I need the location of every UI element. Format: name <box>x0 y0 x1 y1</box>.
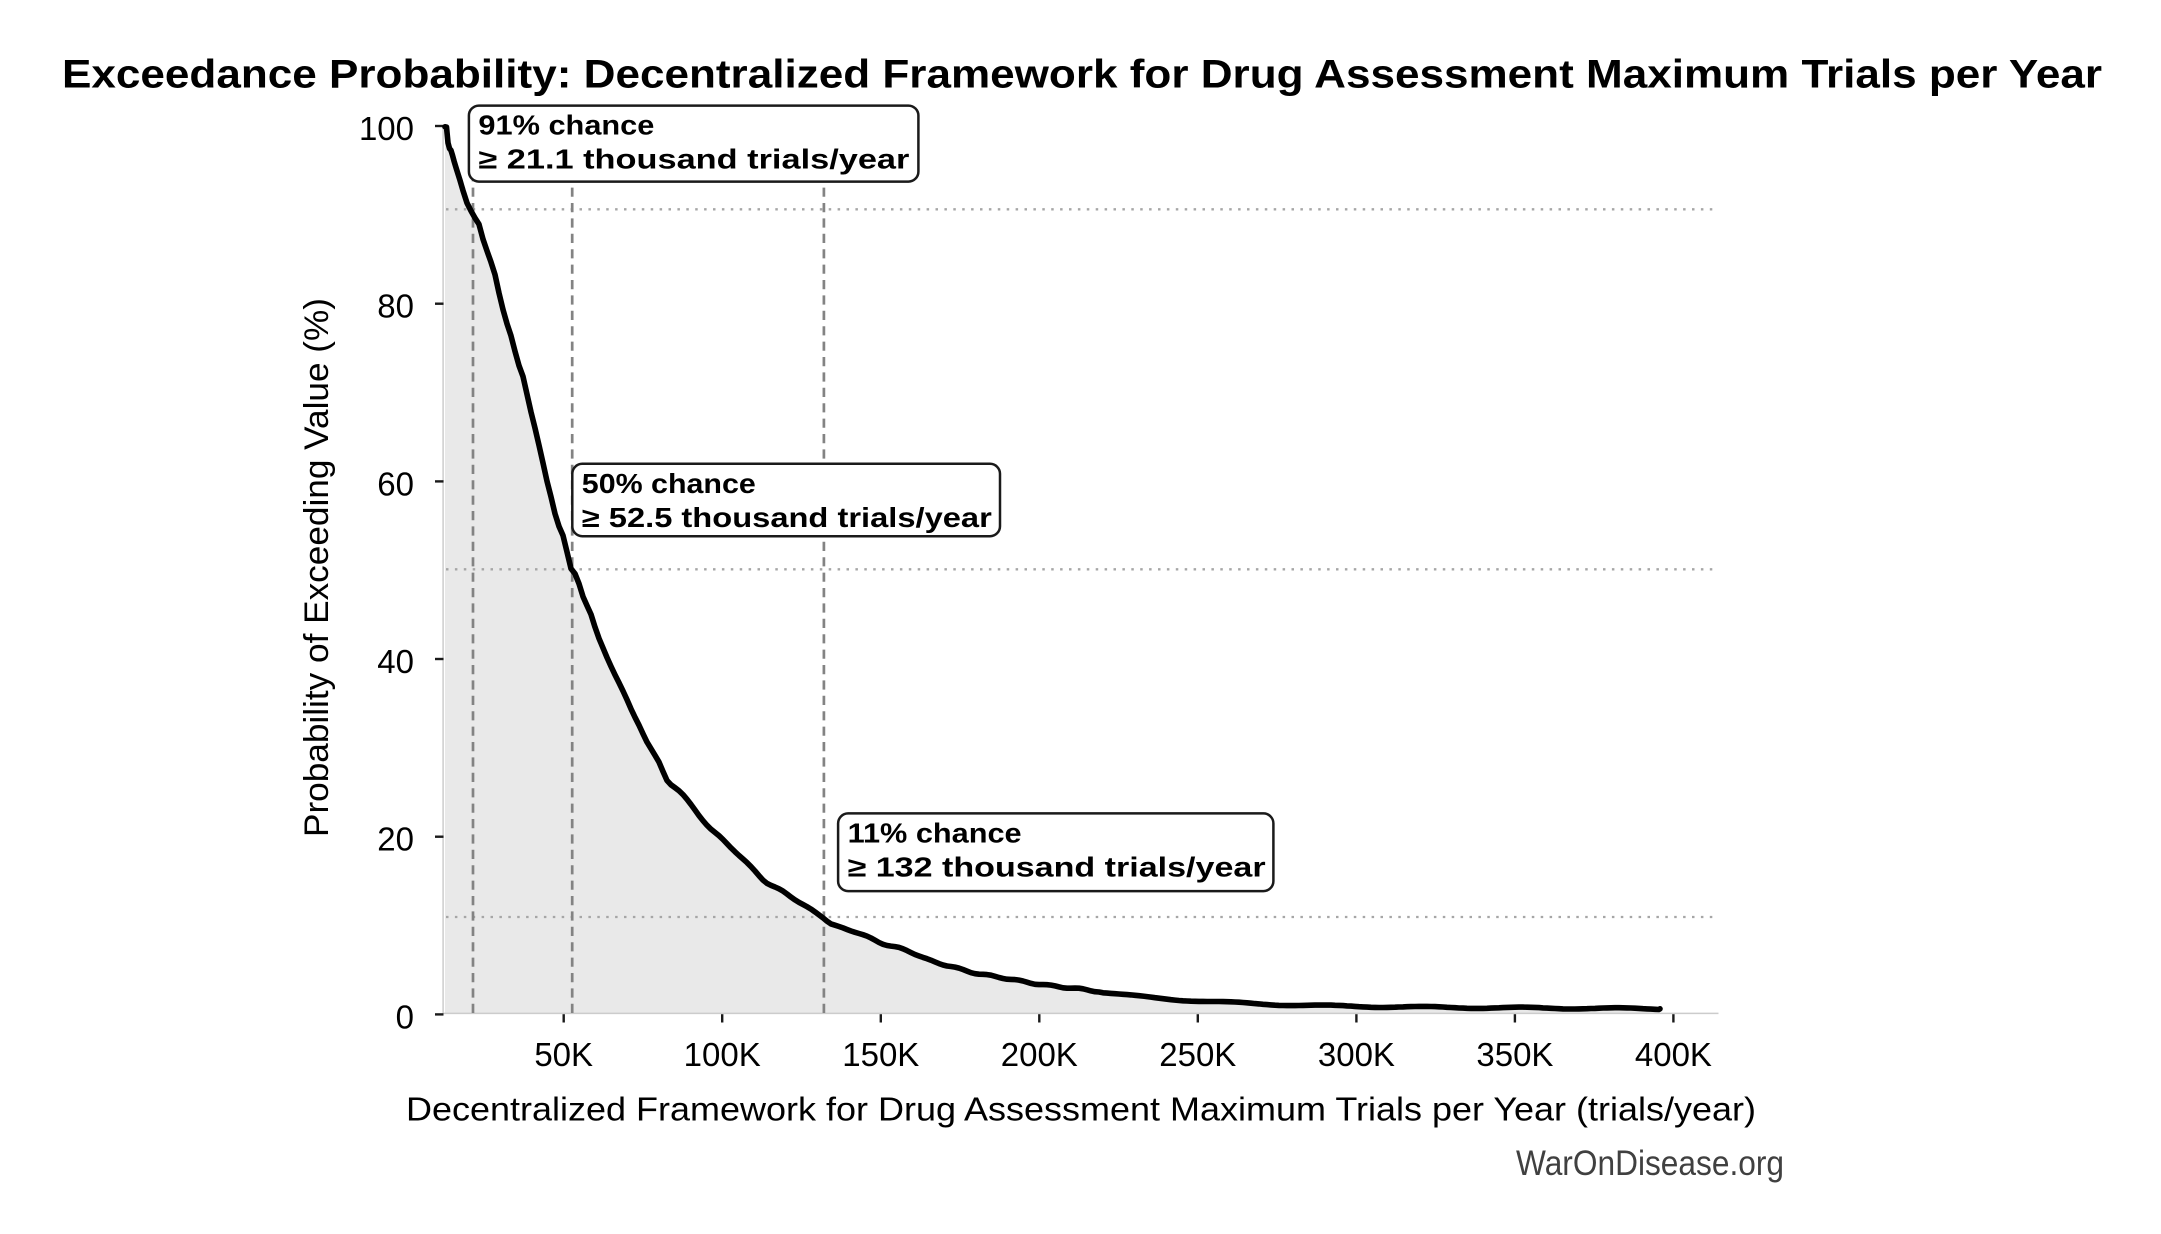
svg-text:40: 40 <box>377 643 414 680</box>
svg-text:400K: 400K <box>1635 1036 1712 1073</box>
svg-text:0: 0 <box>396 998 414 1035</box>
svg-text:Probability of Exceeding Value: Probability of Exceeding Value (%) <box>298 298 336 837</box>
svg-text:Decentralized Framework for Dr: Decentralized Framework for Drug Assessm… <box>406 1091 1756 1128</box>
svg-text:150K: 150K <box>842 1036 919 1073</box>
svg-text:50K: 50K <box>534 1036 593 1073</box>
svg-text:11% chance: 11% chance <box>848 817 1022 848</box>
svg-text:80: 80 <box>377 288 414 325</box>
svg-text:60: 60 <box>377 465 414 502</box>
svg-text:100K: 100K <box>684 1036 761 1073</box>
svg-text:20: 20 <box>377 821 414 858</box>
svg-text:350K: 350K <box>1476 1036 1553 1073</box>
svg-text:100: 100 <box>359 110 414 147</box>
svg-text:≥ 52.5 thousand trials/year: ≥ 52.5 thousand trials/year <box>582 502 992 533</box>
svg-text:≥ 21.1 thousand trials/year: ≥ 21.1 thousand trials/year <box>478 144 909 175</box>
svg-text:200K: 200K <box>1001 1036 1078 1073</box>
svg-text:91% chance: 91% chance <box>478 110 654 141</box>
svg-text:250K: 250K <box>1159 1036 1236 1073</box>
svg-text:Exceedance Probability: Decent: Exceedance Probability: Decentralized Fr… <box>62 53 2102 97</box>
svg-text:300K: 300K <box>1318 1036 1395 1073</box>
svg-text:WarOnDisease.org: WarOnDisease.org <box>1516 1144 1784 1183</box>
svg-text:≥ 132 thousand trials/year: ≥ 132 thousand trials/year <box>848 851 1266 882</box>
svg-text:50% chance: 50% chance <box>582 468 756 499</box>
